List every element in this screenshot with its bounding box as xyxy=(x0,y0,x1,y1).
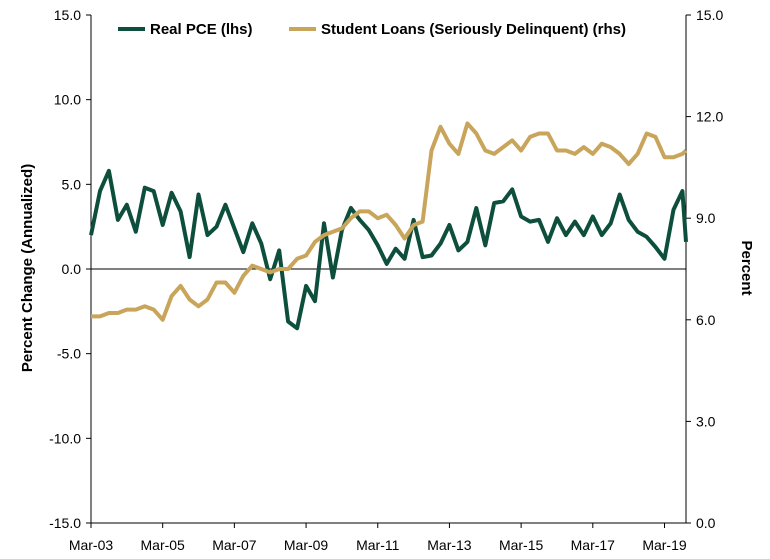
y-left-tick-label: 15.0 xyxy=(54,7,81,23)
y-axis-right-title: Percent xyxy=(738,240,755,295)
x-tick-label: Mar-11 xyxy=(356,537,400,553)
y-left-tick-label: -10.0 xyxy=(49,430,81,446)
y-left-tick-label: 0.0 xyxy=(62,261,82,277)
x-tick-label: Mar-13 xyxy=(427,537,472,553)
series-line-real-pce xyxy=(89,168,688,331)
y-left-tick-label: 10.0 xyxy=(54,92,81,108)
x-tick-label: Mar-17 xyxy=(571,537,616,553)
legend-label-real-pce: Real PCE (lhs) xyxy=(150,21,253,38)
legend: Real PCE (lhs) Student Loans (Seriously D… xyxy=(118,21,626,38)
x-tick-label: Mar-19 xyxy=(642,537,687,553)
y-left-tick-label: -5.0 xyxy=(57,346,81,362)
y-right-tick-label: 12.0 xyxy=(696,109,723,125)
legend-label-student-loans: Student Loans (Seriously Delinquent) (rh… xyxy=(321,21,626,38)
y-right-tick-label: 9.0 xyxy=(696,210,716,226)
y-right-tick-label: 15.0 xyxy=(696,7,723,23)
x-tick-label: Mar-09 xyxy=(284,537,329,553)
x-tick-label: Mar-05 xyxy=(141,537,186,553)
y-right-tick-label: 6.0 xyxy=(696,312,716,328)
y-left-tick-label: -15.0 xyxy=(49,515,81,531)
series-line-student-loans xyxy=(91,121,688,322)
axes-layer: -15.0 -10.0 -5.0 0.0 5.0 10.0 15.0 0.0 3.0 6.0 9.0… xyxy=(49,7,723,553)
y-left-tick-label: 5.0 xyxy=(62,176,82,192)
y-right-tick-label: 3.0 xyxy=(696,413,716,429)
y-axis-left-title: Percent Change (Annualized) xyxy=(19,164,36,372)
x-tick-label: Mar-03 xyxy=(69,537,114,553)
x-tick-label: Mar-15 xyxy=(499,537,544,553)
y-right-tick-label: 0.0 xyxy=(696,515,716,531)
x-tick-label: Mar-07 xyxy=(212,537,257,553)
series-layer xyxy=(89,121,688,331)
